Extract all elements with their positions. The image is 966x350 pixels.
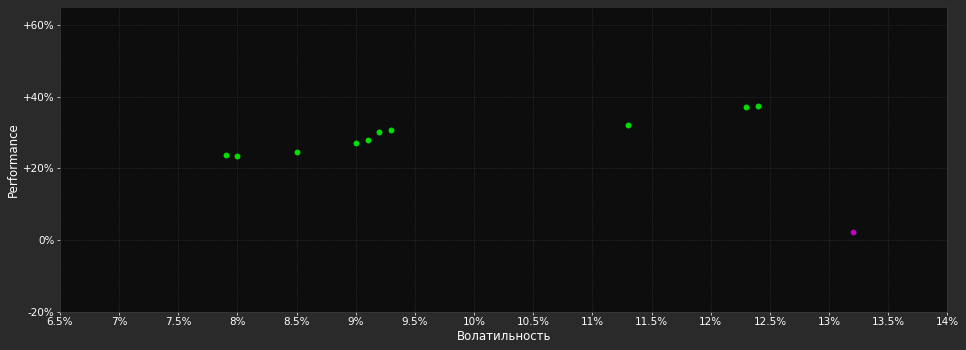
Point [845, 229, 861, 235]
Point [360, 138, 376, 143]
Point [751, 103, 766, 108]
Point [218, 152, 234, 158]
Y-axis label: Performance: Performance [7, 122, 20, 197]
Point [348, 140, 363, 146]
Point [230, 154, 245, 159]
Point [384, 127, 399, 132]
Point [739, 105, 754, 110]
X-axis label: Волатильность: Волатильность [457, 330, 551, 343]
Point [289, 149, 304, 155]
Point [372, 130, 387, 135]
Point [620, 122, 636, 128]
